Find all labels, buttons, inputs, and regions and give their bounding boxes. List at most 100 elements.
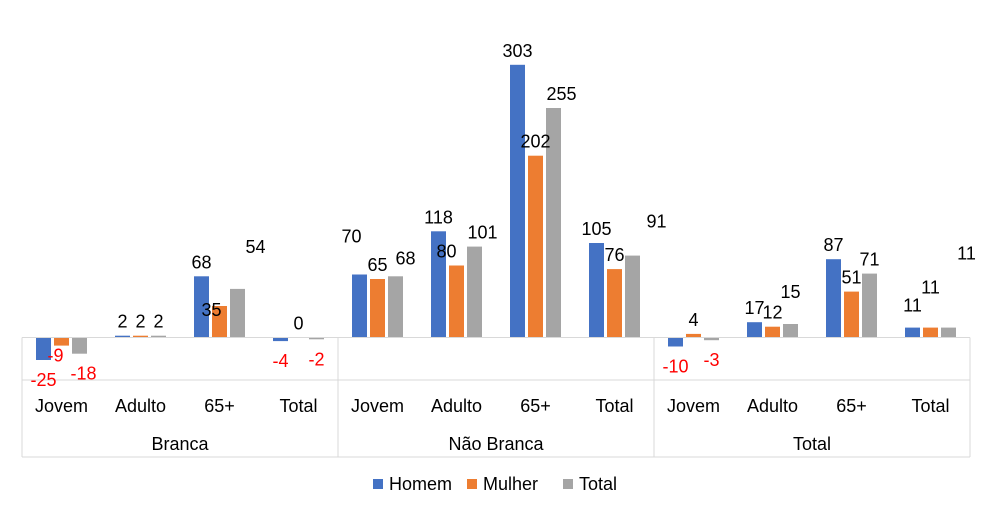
group-label: Branca	[151, 434, 209, 454]
data-label: 15	[780, 282, 800, 302]
category-label: Total	[595, 396, 633, 416]
bars-layer	[36, 64, 956, 360]
data-label: 2	[153, 312, 163, 332]
bar-total-branca-jovem	[72, 337, 87, 354]
data-label: 80	[436, 242, 456, 262]
bar-homem-branca-jovem	[36, 337, 51, 360]
data-label: 2	[135, 312, 145, 332]
bar-homem-não-branca-jovem	[352, 274, 367, 338]
bar-homem-não-branca-adulto	[431, 231, 446, 338]
bar-total-não-branca-adulto	[467, 246, 482, 338]
legend: Homem Mulher Total	[373, 474, 617, 494]
legend-label: Total	[579, 474, 617, 494]
bar-mulher-branca-jovem	[54, 337, 69, 346]
bar-mulher-total-adulto	[765, 326, 780, 338]
legend-item-homem: Homem	[373, 474, 452, 494]
bar-total-não-branca-total	[625, 255, 640, 338]
bar-mulher-total-65plus	[844, 291, 859, 338]
legend-swatch	[373, 479, 383, 489]
legend-swatch	[467, 479, 477, 489]
bar-total-total-65plus	[862, 273, 877, 338]
bar-homem-total-total	[905, 327, 920, 338]
data-label: -2	[308, 349, 324, 369]
category-label: Jovem	[667, 396, 720, 416]
data-label: 70	[341, 227, 361, 247]
data-label: -3	[703, 350, 719, 370]
category-axis: Jovem Adulto 65+ Total Jovem Adulto 65+ Total Jo…	[21, 337, 971, 458]
bar-homem-total-jovem	[668, 337, 683, 347]
legend-label: Homem	[389, 474, 452, 494]
category-label: Adulto	[115, 396, 166, 416]
data-label: 202	[520, 132, 550, 152]
bar-mulher-não-branca-total	[607, 269, 622, 338]
category-label: Total	[911, 396, 949, 416]
category-label: 65+	[836, 396, 867, 416]
data-label: -18	[70, 364, 96, 384]
data-label: 2	[117, 312, 127, 332]
bar-total-não-branca-65plus	[546, 108, 561, 338]
bar-homem-não-branca-total	[589, 243, 604, 338]
data-label: 54	[245, 237, 265, 257]
data-label: -25	[30, 370, 56, 390]
data-label: 4	[688, 310, 698, 330]
data-label: 105	[581, 219, 611, 239]
bar-homem-branca-adulto	[115, 335, 130, 338]
bar-homem-total-adulto	[747, 322, 762, 338]
bar-mulher-branca-65plus	[212, 306, 227, 338]
data-label: 76	[604, 245, 624, 265]
data-label: 35	[201, 300, 221, 320]
bar-homem-branca-65plus	[194, 276, 209, 338]
data-label: -10	[662, 357, 688, 377]
bar-total-total-jovem	[704, 337, 719, 341]
bar-homem-não-branca-65plus	[510, 64, 525, 338]
data-label: 71	[859, 250, 879, 270]
data-label: 87	[823, 235, 843, 255]
category-label: Total	[279, 396, 317, 416]
data-label: -9	[47, 346, 63, 366]
bar-mulher-total-total	[923, 327, 938, 338]
data-label: 11	[921, 278, 940, 298]
data-label: 51	[841, 268, 861, 288]
category-label: 65+	[204, 396, 235, 416]
legend-item-mulher: Mulher	[467, 474, 538, 494]
bar-total-total-total	[941, 327, 956, 338]
group-label: Não Branca	[448, 434, 544, 454]
data-label: 68	[191, 252, 211, 272]
data-label: 118	[424, 207, 453, 227]
category-label: Adulto	[747, 396, 798, 416]
bar-mulher-não-branca-adulto	[449, 265, 464, 338]
legend-swatch	[563, 479, 573, 489]
data-label: 303	[502, 41, 532, 61]
bar-mulher-não-branca-jovem	[370, 279, 385, 338]
data-label: 65	[367, 255, 387, 275]
data-label: 11	[903, 296, 922, 316]
data-label: 255	[546, 84, 576, 104]
data-label: 101	[467, 223, 497, 243]
bar-mulher-branca-adulto	[133, 335, 148, 338]
data-label: -4	[272, 351, 288, 371]
legend-item-total: Total	[563, 474, 617, 494]
bar-total-branca-adulto	[151, 335, 166, 338]
legend-label: Mulher	[483, 474, 538, 494]
data-label: 0	[293, 314, 303, 334]
category-label: Jovem	[35, 396, 88, 416]
bar-homem-total-65plus	[826, 259, 841, 338]
bar-total-não-branca-jovem	[388, 276, 403, 338]
bar-mulher-total-jovem	[686, 333, 701, 338]
data-label: 11	[957, 244, 976, 264]
category-label: Jovem	[351, 396, 404, 416]
data-label: 68	[395, 248, 415, 268]
bar-total-total-adulto	[783, 324, 798, 338]
bar-total-branca-total	[309, 337, 324, 340]
data-label: 91	[646, 212, 666, 232]
bar-total-branca-65plus	[230, 288, 245, 338]
data-label: 12	[762, 303, 782, 323]
bar-mulher-não-branca-65plus	[528, 155, 543, 338]
data-label: 17	[744, 298, 764, 318]
bar-homem-branca-total	[273, 337, 288, 342]
category-label: 65+	[520, 396, 551, 416]
category-label: Adulto	[431, 396, 482, 416]
group-label: Total	[793, 434, 831, 454]
